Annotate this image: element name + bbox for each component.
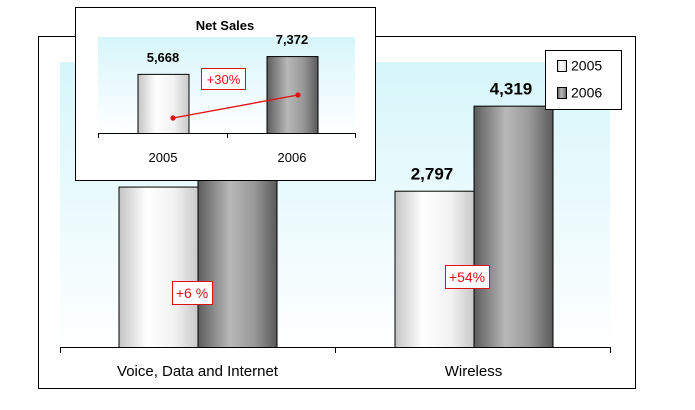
inset-bar-2005 bbox=[137, 73, 190, 134]
growth-box-1 bbox=[445, 265, 490, 289]
inset-category-label-2005: 2005 bbox=[149, 150, 178, 165]
inset-value-label-2005: 5,668 bbox=[147, 50, 180, 65]
inset-growth-dot-start bbox=[170, 115, 176, 121]
value-label-2006-1: 4,319 bbox=[490, 80, 533, 99]
net-sales-inset: Net Sales 5,668 2005 7,372 2006 +30% bbox=[75, 7, 376, 181]
legend-swatch-2005 bbox=[557, 60, 567, 72]
inset-title: Net Sales bbox=[196, 18, 255, 33]
category-label-0: Voice, Data and Internet bbox=[117, 363, 279, 380]
growth-box-0 bbox=[172, 281, 213, 305]
legend-swatch-2006 bbox=[557, 87, 567, 99]
bar-2005-0 bbox=[118, 186, 199, 348]
growth-label-0: +6 % bbox=[176, 285, 208, 301]
legend: 2005 2006 bbox=[545, 50, 622, 110]
value-label-2005-1: 2,797 bbox=[411, 165, 454, 184]
inset-value-label-2006: 7,372 bbox=[276, 32, 309, 47]
legend-label-2005: 2005 bbox=[571, 58, 602, 74]
inset-category-label-2006: 2006 bbox=[278, 150, 307, 165]
legend-label-2006: 2006 bbox=[571, 85, 602, 101]
category-label-1: Wireless bbox=[445, 363, 503, 380]
inset-growth-line bbox=[172, 94, 299, 119]
bar-2006-0 bbox=[197, 176, 278, 348]
inset-bar-2006 bbox=[266, 56, 319, 134]
growth-label-1: +54% bbox=[449, 269, 485, 285]
inset-growth-box bbox=[201, 68, 246, 90]
bar-2006-1 bbox=[473, 105, 554, 348]
inset-growth-label: +30% bbox=[207, 72, 241, 87]
inset-growth-dot-end bbox=[295, 92, 301, 98]
